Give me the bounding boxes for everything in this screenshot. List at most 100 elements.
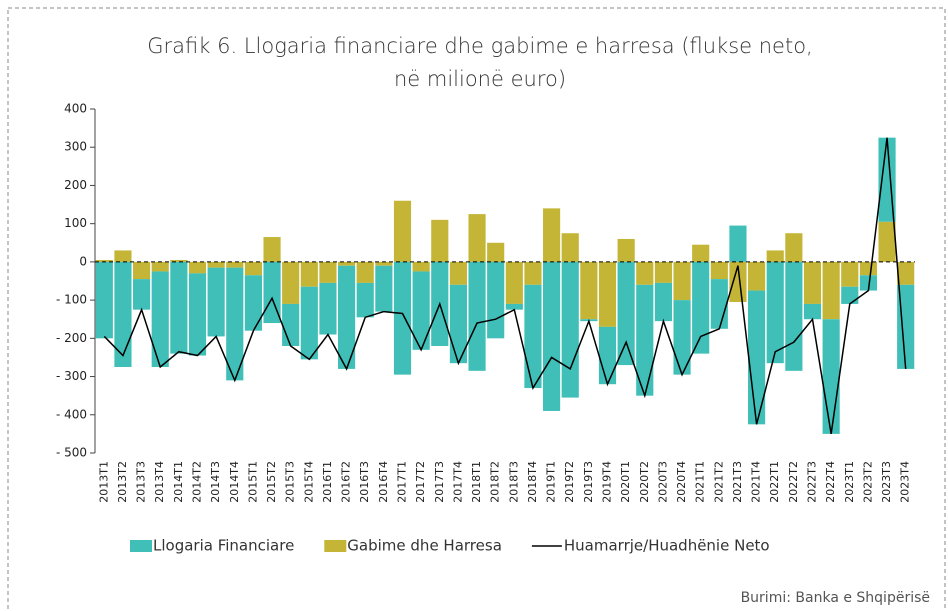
y-tick-label: 0 bbox=[79, 254, 87, 268]
x-tick-label: 2022T2 bbox=[787, 461, 800, 503]
bar bbox=[375, 261, 393, 266]
legend-label: Llogaria Financiare bbox=[153, 537, 294, 555]
x-tick-label: 2021T4 bbox=[750, 461, 763, 503]
bar bbox=[785, 261, 803, 371]
bar bbox=[431, 219, 449, 262]
bar bbox=[543, 261, 561, 411]
bar bbox=[822, 319, 840, 434]
bar bbox=[729, 225, 747, 262]
x-tick-label: 2019T2 bbox=[563, 461, 576, 503]
bar bbox=[244, 261, 262, 276]
bar bbox=[766, 261, 784, 364]
x-tick-label: 2015T3 bbox=[284, 461, 297, 503]
bar bbox=[300, 286, 318, 360]
bar bbox=[561, 233, 579, 262]
legend-swatch bbox=[324, 540, 347, 552]
x-tick-label: 2020T1 bbox=[619, 461, 632, 503]
bar bbox=[654, 261, 672, 283]
bar bbox=[207, 267, 225, 337]
bar bbox=[505, 261, 523, 304]
y-tick-label: 400 bbox=[64, 102, 87, 116]
bar bbox=[766, 250, 784, 262]
bar bbox=[282, 303, 300, 346]
bar bbox=[803, 261, 822, 304]
bar bbox=[95, 259, 113, 262]
bar bbox=[748, 290, 766, 425]
bar bbox=[133, 279, 151, 310]
x-tick-label: 2013T1 bbox=[97, 461, 110, 503]
bar bbox=[95, 261, 113, 339]
x-tick-label: 2023T4 bbox=[899, 461, 912, 503]
x-tick-label: 2016T1 bbox=[321, 461, 334, 503]
bar bbox=[748, 261, 766, 291]
bar bbox=[468, 214, 486, 262]
bar bbox=[897, 284, 915, 369]
bar bbox=[822, 261, 840, 320]
bar bbox=[524, 284, 542, 389]
frame bbox=[7, 7, 946, 611]
bar bbox=[114, 261, 132, 367]
x-tick-label: 2021T1 bbox=[694, 461, 707, 503]
x-tick-label: 2023T3 bbox=[880, 461, 893, 503]
x-tick-label: 2018T1 bbox=[470, 461, 483, 503]
x-tick-label: 2022T3 bbox=[806, 461, 819, 503]
bar bbox=[692, 261, 710, 354]
bar bbox=[375, 265, 393, 312]
y-tick-label: 200 bbox=[64, 178, 87, 192]
bar bbox=[263, 237, 281, 262]
bar bbox=[710, 261, 728, 280]
bar bbox=[580, 261, 598, 320]
bar bbox=[878, 137, 896, 222]
x-tick-label: 2014T1 bbox=[172, 461, 185, 503]
x-tick-label: 2018T3 bbox=[507, 461, 520, 503]
x-tick-label: 2022T4 bbox=[824, 461, 837, 503]
y-tick-label: - 100 bbox=[56, 293, 87, 307]
chart-subtitle: në milionë euro) bbox=[394, 67, 566, 91]
bar bbox=[598, 261, 617, 327]
bar bbox=[226, 261, 244, 268]
legend-label: Huamarrje/Huadhënie Neto bbox=[564, 537, 770, 555]
x-tick-label: 2019T3 bbox=[582, 461, 595, 503]
y-tick-label: - 200 bbox=[56, 331, 87, 345]
bar bbox=[897, 261, 915, 285]
x-tick-label: 2017T2 bbox=[414, 461, 427, 503]
bar bbox=[617, 261, 635, 366]
x-tick-label: 2023T2 bbox=[861, 461, 874, 503]
x-tick-label: 2013T4 bbox=[153, 461, 166, 503]
bar bbox=[170, 261, 188, 354]
bar bbox=[505, 303, 523, 310]
x-tick-label: 2016T4 bbox=[377, 461, 390, 503]
legend-label: Gabime dhe Harresa bbox=[347, 537, 502, 555]
bar bbox=[654, 282, 672, 322]
bar bbox=[356, 261, 374, 283]
bar bbox=[356, 282, 374, 318]
x-tick-label: 2017T4 bbox=[451, 461, 464, 503]
bar bbox=[598, 326, 617, 385]
x-tick-label: 2018T2 bbox=[489, 461, 502, 503]
bar bbox=[151, 271, 169, 367]
x-tick-label: 2014T3 bbox=[209, 461, 222, 503]
bar bbox=[878, 221, 896, 262]
bar bbox=[412, 261, 430, 272]
bar bbox=[300, 261, 318, 287]
y-tick-label: - 400 bbox=[56, 407, 87, 421]
bar bbox=[412, 271, 430, 350]
bar bbox=[561, 261, 579, 398]
bar bbox=[114, 250, 132, 262]
x-tick-label: 2018T4 bbox=[526, 461, 539, 503]
x-tick-label: 2015T1 bbox=[246, 461, 259, 503]
line bbox=[103, 137, 907, 435]
bar bbox=[207, 261, 225, 268]
x-tick-label: 2022T1 bbox=[768, 461, 781, 503]
bar bbox=[692, 244, 710, 262]
bar bbox=[282, 261, 300, 304]
bar bbox=[244, 275, 262, 331]
chart-title: Grafik 6. Llogaria financiare dhe gabime… bbox=[147, 34, 812, 58]
x-tick-label: 2013T3 bbox=[135, 461, 148, 503]
bar bbox=[133, 261, 151, 280]
x-tick-label: 2017T1 bbox=[396, 461, 409, 503]
bar bbox=[319, 282, 337, 335]
bar bbox=[393, 200, 412, 262]
x-tick-label: 2014T2 bbox=[191, 461, 204, 503]
bar bbox=[636, 261, 654, 285]
